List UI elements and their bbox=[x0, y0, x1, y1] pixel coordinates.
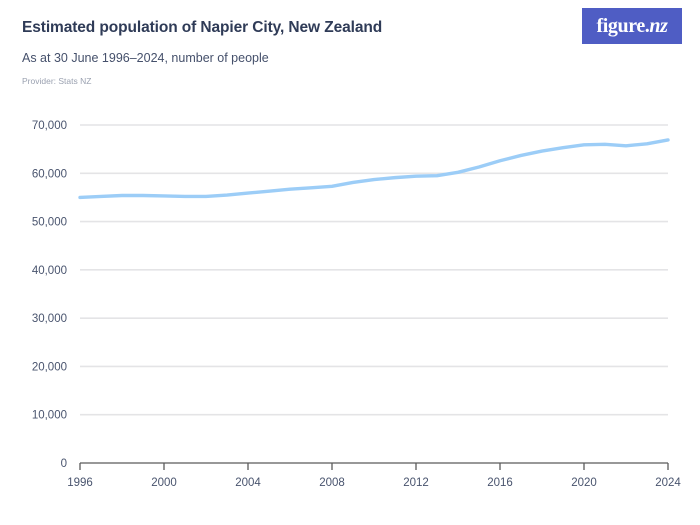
line-chart: 0 10,000 20,000 30,000 40,000 50,000 60,000 70,… bbox=[32, 120, 682, 489]
data-series bbox=[78, 138, 670, 200]
page-title: Estimated population of Napier City, New… bbox=[22, 19, 383, 36]
y-axis-tick-label: 50,000 bbox=[32, 217, 67, 229]
y-axis-tick-label: 40,000 bbox=[32, 265, 67, 277]
series-line-napier-city-population bbox=[78, 138, 670, 200]
x-axis-tick-label: 2012 bbox=[403, 477, 429, 489]
y-axis-labels: 0 10,000 20,000 30,000 40,000 50,000 60,000 70,… bbox=[32, 120, 67, 470]
logo-main-text: figure. bbox=[596, 15, 650, 37]
figurenz-logo[interactable]: figure.nz bbox=[582, 8, 682, 44]
gridlines bbox=[80, 124, 668, 416]
logo-accent-text: nz bbox=[649, 15, 668, 37]
x-axis-tick-label: 2016 bbox=[487, 477, 513, 489]
y-axis-tick-label: 70,000 bbox=[32, 120, 67, 132]
figurenz-logo-text: figure.nz bbox=[596, 16, 667, 36]
y-axis-tick-label: 30,000 bbox=[32, 313, 67, 325]
x-axis-tick-label: 2008 bbox=[319, 477, 345, 489]
chart-plot-area: 0 10,000 20,000 30,000 40,000 50,000 60,000 70,… bbox=[0, 100, 700, 520]
x-axis-tick-label: 2020 bbox=[571, 477, 597, 489]
x-axis-labels: 1996 2000 2004 2008 2012 2016 2020 2024 bbox=[67, 477, 681, 489]
x-axis-tick-label: 2024 bbox=[655, 477, 681, 489]
chart-header: Estimated population of Napier City, New… bbox=[22, 18, 562, 87]
y-axis-tick-label: 60,000 bbox=[32, 168, 67, 180]
x-axis-tick-label: 1996 bbox=[67, 477, 93, 489]
y-axis-tick-label: 10,000 bbox=[32, 410, 67, 422]
chart-provider: Provider: Stats NZ bbox=[22, 76, 92, 86]
x-axis bbox=[79, 462, 669, 470]
chart-subtitle: As at 30 June 1996–2024, number of peopl… bbox=[22, 51, 269, 65]
x-axis-tick-label: 2000 bbox=[151, 477, 177, 489]
x-axis-tick-label: 2004 bbox=[235, 477, 261, 489]
y-axis-tick-label: 20,000 bbox=[32, 361, 67, 373]
y-axis-tick-label: 0 bbox=[61, 458, 67, 470]
